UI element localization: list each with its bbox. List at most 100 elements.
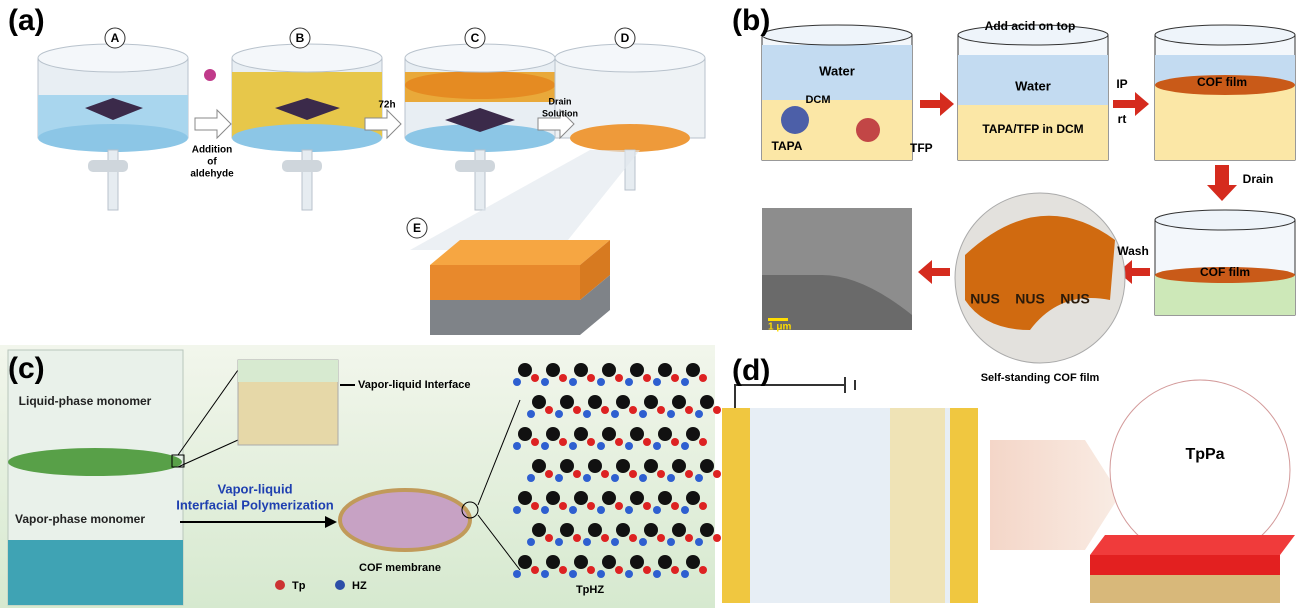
arrow bbox=[1118, 260, 1150, 284]
atom bbox=[616, 459, 630, 473]
panel-a-art bbox=[37, 43, 706, 335]
atom bbox=[555, 410, 563, 418]
atom bbox=[559, 566, 567, 574]
atom bbox=[639, 474, 647, 482]
labels: (a) (b) (c) (d) 72h Water DCM TAPA TFP Add acid o… bbox=[8, 4, 1273, 596]
atom bbox=[695, 474, 703, 482]
atom bbox=[700, 459, 714, 473]
atom bbox=[531, 374, 539, 382]
atom bbox=[541, 570, 549, 578]
atom bbox=[560, 459, 574, 473]
atom bbox=[531, 566, 539, 574]
atom bbox=[518, 363, 532, 377]
atom bbox=[713, 406, 721, 414]
label: COF film bbox=[1200, 265, 1250, 279]
label: Add acid on top bbox=[985, 19, 1076, 33]
panel-d-art bbox=[722, 377, 1295, 603]
atom bbox=[574, 363, 588, 377]
arrow bbox=[920, 92, 954, 116]
atom bbox=[658, 363, 672, 377]
atom bbox=[574, 427, 588, 441]
atom bbox=[513, 570, 521, 578]
label: Water bbox=[819, 63, 855, 78]
atom bbox=[681, 570, 689, 578]
cof-layer-side bbox=[580, 240, 610, 300]
atom bbox=[513, 442, 521, 450]
atom bbox=[546, 363, 560, 377]
atom bbox=[667, 410, 675, 418]
atom bbox=[629, 406, 637, 414]
atom bbox=[625, 442, 633, 450]
atom bbox=[681, 378, 689, 386]
legend-icon bbox=[335, 580, 345, 590]
membrane-side bbox=[1090, 555, 1280, 575]
label: Drain bbox=[548, 96, 571, 106]
atom bbox=[573, 470, 581, 478]
atom bbox=[644, 523, 658, 537]
atom bbox=[527, 410, 535, 418]
atom bbox=[601, 406, 609, 414]
atom bbox=[615, 374, 623, 382]
atom bbox=[658, 427, 672, 441]
atom bbox=[573, 406, 581, 414]
label: 72h bbox=[378, 100, 395, 111]
atom bbox=[671, 438, 679, 446]
atom bbox=[672, 395, 686, 409]
beaker bbox=[231, 43, 383, 211]
atom bbox=[597, 506, 605, 514]
atom bbox=[602, 363, 616, 377]
atom bbox=[569, 378, 577, 386]
label: TFP bbox=[910, 141, 933, 155]
label: TAPA bbox=[772, 139, 803, 153]
atom bbox=[532, 395, 546, 409]
atom bbox=[545, 534, 553, 542]
atom bbox=[653, 506, 661, 514]
atom bbox=[685, 406, 693, 414]
atom bbox=[625, 506, 633, 514]
atom bbox=[629, 470, 637, 478]
atom bbox=[583, 538, 591, 546]
atom bbox=[555, 474, 563, 482]
atom bbox=[695, 538, 703, 546]
atom bbox=[629, 534, 637, 542]
atom bbox=[643, 374, 651, 382]
label: D bbox=[621, 31, 630, 45]
zoom-line bbox=[477, 514, 521, 571]
atom bbox=[587, 502, 595, 510]
atom bbox=[672, 523, 686, 537]
atom bbox=[653, 442, 661, 450]
atom bbox=[643, 566, 651, 574]
electrode bbox=[950, 408, 978, 603]
zoom-cone bbox=[410, 150, 640, 250]
label: (c) bbox=[8, 352, 45, 385]
label: (b) bbox=[732, 4, 770, 37]
arrow bbox=[537, 108, 575, 140]
electrode bbox=[722, 408, 750, 603]
atom bbox=[611, 538, 619, 546]
arrow bbox=[194, 108, 232, 140]
label: Self-standing COF film bbox=[981, 372, 1100, 384]
atom bbox=[597, 378, 605, 386]
atom bbox=[630, 427, 644, 441]
atom bbox=[574, 555, 588, 569]
cof-layer-side bbox=[430, 265, 580, 300]
interface-layer bbox=[8, 448, 182, 476]
atom bbox=[667, 474, 675, 482]
atom bbox=[602, 491, 616, 505]
label: Solution bbox=[542, 108, 578, 118]
label: rt bbox=[1118, 112, 1127, 126]
atom bbox=[685, 534, 693, 542]
zoom-line bbox=[177, 369, 239, 456]
atom bbox=[686, 363, 700, 377]
label: COF film bbox=[1197, 75, 1247, 89]
atom bbox=[555, 538, 563, 546]
label: COF membrane bbox=[359, 562, 441, 574]
label: of bbox=[207, 157, 217, 168]
atom bbox=[625, 378, 633, 386]
membrane-top bbox=[1090, 535, 1295, 555]
label: TpPa bbox=[1185, 446, 1224, 463]
atom bbox=[541, 442, 549, 450]
label: B bbox=[296, 31, 305, 45]
atom bbox=[513, 378, 521, 386]
cof-layer bbox=[890, 408, 945, 603]
